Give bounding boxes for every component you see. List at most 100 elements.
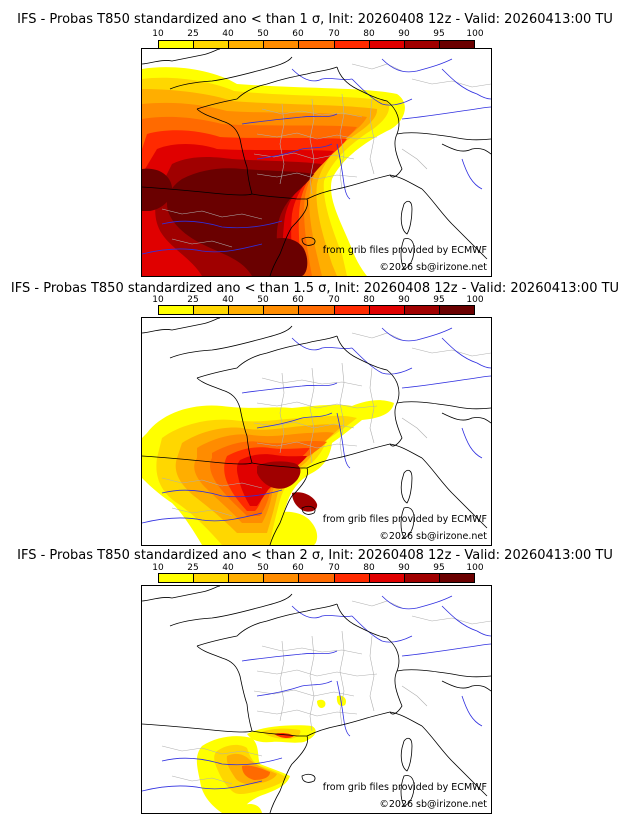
colorbar-segment — [334, 574, 370, 582]
river — [336, 143, 351, 200]
coastline — [441, 680, 491, 692]
colorbar-segment — [299, 574, 335, 582]
department-border — [369, 98, 375, 175]
coastline — [196, 108, 248, 168]
coastline — [269, 467, 309, 545]
river — [351, 615, 413, 643]
coastline — [196, 645, 248, 705]
department-border — [256, 132, 378, 140]
river — [461, 695, 483, 727]
department-border — [351, 63, 403, 72]
coastline — [142, 586, 221, 602]
source-credit: from grib files provided by ECMWF — [322, 514, 487, 525]
department-border — [161, 745, 263, 757]
colorbar-segment — [369, 574, 405, 582]
colorbar-segment — [439, 41, 474, 49]
river — [256, 143, 333, 160]
river — [461, 427, 483, 459]
colorbar-tick: 100 — [466, 563, 484, 573]
coastline — [301, 236, 316, 246]
river — [336, 680, 351, 737]
department-border — [171, 507, 233, 517]
river — [142, 780, 263, 792]
panel-title: IFS - Probas T850 standardized ano < tha… — [10, 281, 620, 296]
colorbar-segment — [194, 574, 230, 582]
probability-area — [255, 237, 308, 276]
river — [351, 78, 413, 106]
coastline — [196, 377, 248, 437]
river — [401, 375, 491, 389]
colorbar-tick: 90 — [398, 563, 410, 573]
probability-map: from grib files provided by ECMWF ©2026 … — [141, 48, 492, 277]
coastline — [400, 507, 415, 539]
colorbar-ticks: 10 25 40 50 60 70 80 90 95 100 — [0, 295, 630, 305]
country-border — [396, 401, 491, 410]
department-border — [309, 367, 315, 464]
coastline — [196, 603, 338, 647]
department-border — [369, 367, 375, 444]
probability-area — [240, 804, 262, 813]
river — [336, 412, 351, 469]
colorbar-tick: 60 — [292, 295, 304, 305]
colorbar-tick: 25 — [187, 29, 199, 39]
department-border — [369, 635, 375, 712]
colorbar — [158, 573, 475, 583]
source-credit: from grib files provided by ECMWF — [322, 245, 487, 256]
colorbar-tick: 80 — [363, 295, 375, 305]
colorbar-segment — [439, 306, 474, 314]
department-border — [261, 645, 363, 655]
department-border — [171, 775, 233, 785]
coastline — [301, 773, 316, 783]
coastline — [400, 200, 413, 235]
coastline — [400, 238, 415, 270]
colorbar-tick: 95 — [433, 563, 445, 573]
department-border — [351, 332, 403, 341]
colorbar-tick: 40 — [222, 295, 234, 305]
department-border — [279, 103, 285, 185]
probability-area — [257, 461, 301, 489]
coastline — [400, 469, 413, 504]
colorbar-tick: 50 — [257, 29, 269, 39]
colorbar-segment — [194, 41, 230, 49]
river — [441, 337, 491, 369]
probability-map: from grib files provided by ECMWF ©2026 … — [141, 317, 492, 546]
river — [161, 757, 283, 766]
river — [441, 605, 491, 637]
coastline — [169, 593, 293, 627]
coastline — [269, 198, 309, 276]
river — [256, 412, 333, 429]
river — [461, 158, 483, 190]
colorbar-segment — [299, 41, 335, 49]
coastline — [421, 457, 488, 529]
coastline — [306, 443, 423, 469]
probability-area — [317, 699, 326, 709]
map-canvas — [142, 586, 491, 813]
panel-title: IFS - Probas T850 standardized ano < tha… — [17, 548, 613, 563]
department-border — [161, 208, 263, 220]
colorbar-tick: 70 — [328, 295, 340, 305]
river — [161, 489, 283, 498]
department-border — [256, 709, 358, 717]
river — [291, 605, 353, 619]
department-border — [309, 635, 315, 732]
coastline — [169, 325, 293, 359]
coastline — [196, 66, 338, 110]
coastline — [269, 735, 309, 813]
river — [291, 337, 353, 351]
country-border — [251, 730, 307, 737]
colorbar-segment — [299, 306, 335, 314]
copyright: ©2026 sb@irizone.net — [379, 531, 487, 542]
colorbar-segment — [229, 306, 265, 314]
colorbar-tick: 60 — [292, 29, 304, 39]
map-canvas — [142, 49, 491, 276]
coastline — [306, 711, 423, 737]
coastline — [142, 703, 253, 733]
river — [142, 512, 263, 524]
panel-title: IFS - Probas T850 standardized ano < tha… — [17, 12, 613, 27]
colorbar-tick: 70 — [328, 29, 340, 39]
probability-area — [167, 168, 314, 276]
coastline — [421, 725, 488, 797]
department-border — [279, 372, 285, 454]
department-border — [401, 417, 428, 439]
colorbar-tick: 70 — [328, 563, 340, 573]
